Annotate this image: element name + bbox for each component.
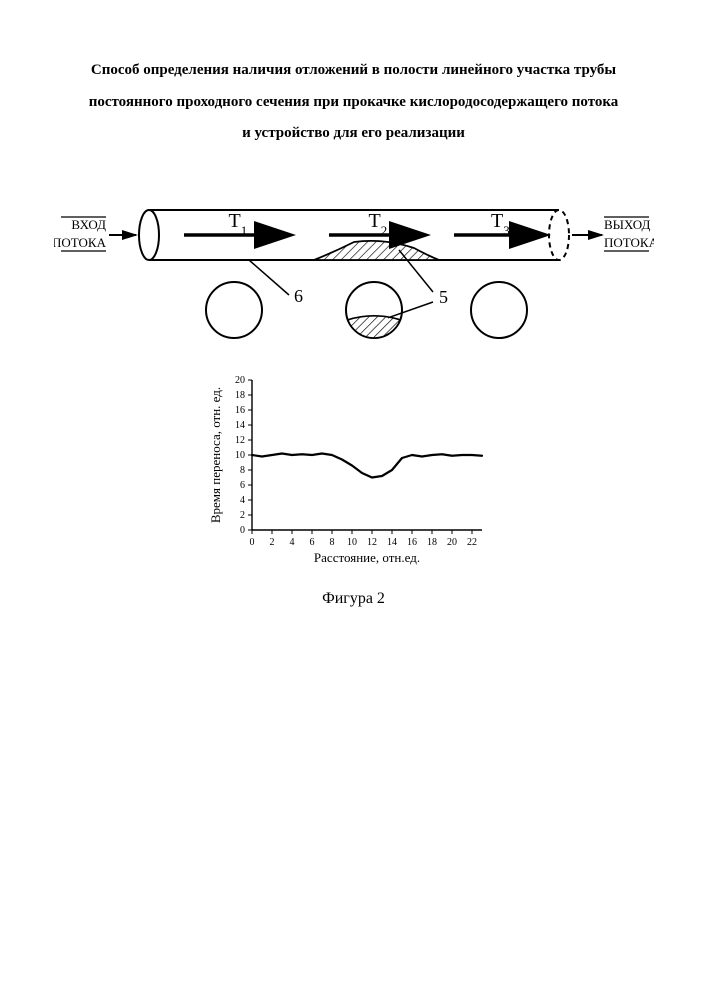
svg-text:ПОТОКА: ПОТОКА: [54, 235, 107, 250]
figure-caption: Фигура 2: [0, 590, 707, 608]
figure-block: T1T2T3ВХОДПОТОКАВЫХОДПОТОКА65 0246810121…: [0, 190, 707, 570]
svg-text:ВЫХОД: ВЫХОД: [604, 217, 650, 232]
svg-text:4: 4: [289, 537, 294, 548]
svg-text:10: 10: [347, 537, 357, 548]
title-line-2: постоянного проходного сечения при прока…: [89, 94, 619, 110]
svg-text:20: 20: [447, 537, 457, 548]
svg-text:6: 6: [240, 480, 245, 491]
pipe-diagram: T1T2T3ВХОДПОТОКАВЫХОДПОТОКА65: [54, 190, 654, 370]
svg-text:ВХОД: ВХОД: [71, 217, 106, 232]
title-line-1: Способ определения наличия отложений в п…: [91, 62, 616, 78]
svg-text:14: 14: [387, 537, 397, 548]
svg-text:Расстояние, отн.ед.: Расстояние, отн.ед.: [313, 550, 419, 565]
svg-text:20: 20: [235, 375, 245, 386]
svg-text:2: 2: [269, 537, 274, 548]
svg-text:16: 16: [407, 537, 417, 548]
svg-text:12: 12: [235, 435, 245, 446]
svg-text:8: 8: [329, 537, 334, 548]
svg-text:ПОТОКА: ПОТОКА: [604, 235, 654, 250]
svg-text:18: 18: [427, 537, 437, 548]
figure-caption-text: Фигура 2: [322, 590, 385, 607]
svg-text:6: 6: [309, 537, 314, 548]
svg-text:5: 5: [439, 287, 448, 307]
svg-text:12: 12: [367, 537, 377, 548]
page: Способ определения наличия отложений в п…: [0, 0, 707, 1000]
svg-text:22: 22: [467, 537, 477, 548]
svg-text:0: 0: [240, 525, 245, 536]
svg-text:16: 16: [235, 405, 245, 416]
svg-text:8: 8: [240, 465, 245, 476]
svg-text:18: 18: [235, 390, 245, 401]
svg-text:14: 14: [235, 420, 245, 431]
document-title: Способ определения наличия отложений в п…: [50, 55, 657, 150]
transfer-time-chart: 0 2 4 6 8 10 12 14 16 18 20 0 2 4 6 8 10 12 14 16 18 20 22 Расс…: [204, 370, 504, 570]
svg-text:0: 0: [249, 537, 254, 548]
svg-text:6: 6: [294, 286, 303, 306]
svg-text:10: 10: [235, 450, 245, 461]
svg-text:Время переноса, отн. ед.: Время переноса, отн. ед.: [208, 387, 223, 523]
svg-text:4: 4: [240, 495, 245, 506]
svg-text:2: 2: [240, 510, 245, 521]
title-line-3: и устройство для его реализации: [242, 125, 465, 141]
